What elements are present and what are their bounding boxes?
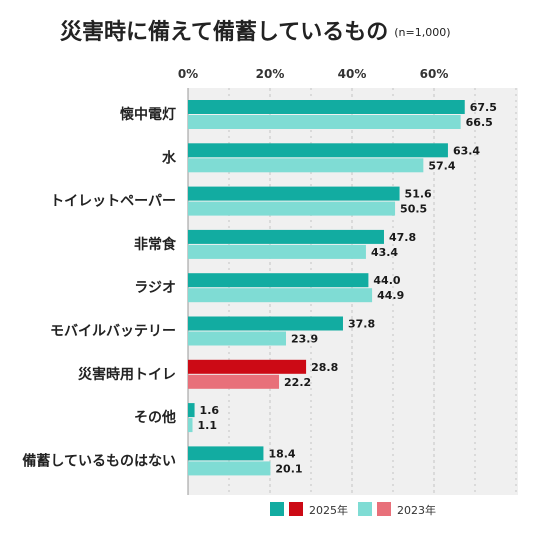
legend-swatch-2025-highlight [289,502,303,516]
value-label-2023: 50.5 [400,203,427,216]
bar-2025 [188,186,400,201]
value-label-2023: 23.9 [291,333,318,346]
value-label-2023: 43.4 [371,246,398,259]
value-label-2025: 67.5 [470,101,497,114]
value-label-2025: 1.6 [200,404,220,417]
x-tick-label: 40% [338,67,367,81]
value-label-2025: 47.8 [389,231,416,244]
value-label-2025: 51.6 [405,188,432,201]
bar-2023 [188,115,461,129]
bar-2025 [188,403,195,418]
legend-label-2025: 2025年 [309,503,348,517]
category-label: ラジオ [134,280,176,296]
category-label: 懐中電灯 [120,106,176,123]
bar-2025 [188,100,465,114]
category-label: 水 [162,149,177,166]
bar-2023 [188,331,286,346]
value-label-2023: 44.9 [377,289,404,302]
bar-2023 [188,201,396,216]
bar-2025 [188,446,264,461]
legend-label-2023: 2023年 [397,503,436,517]
bar-2023 [188,418,193,433]
bar-2025 [188,359,307,374]
bar-2025 [188,273,369,288]
value-label-2025: 63.4 [453,144,480,157]
legend-swatch-2023-highlight [377,502,391,516]
value-label-2023: 20.1 [275,462,302,475]
category-label: モバイルバッテリー [50,324,176,340]
bar-2023 [188,288,373,303]
bar-2023 [188,244,366,259]
category-label: 備蓄しているものはない [22,452,176,469]
value-label-2025: 18.4 [268,447,295,460]
legend-swatch-2023 [358,502,372,516]
chart-title-block: 災害時に備えて備蓄しているもの (n=1,000) [60,14,451,46]
bar-2023 [188,374,280,389]
bar-2023 [188,461,271,476]
category-label: 非常食 [134,236,177,253]
value-label-2023: 1.1 [198,419,218,432]
x-tick-label: 60% [420,67,449,81]
value-label-2025: 37.8 [348,318,375,331]
value-label-2023: 66.5 [466,116,493,129]
category-label: トイレットペーパー [50,194,176,210]
bar-2025 [188,229,384,244]
value-label-2025: 44.0 [373,274,400,287]
sample-size-note: (n=1,000) [394,26,451,39]
value-label-2025: 28.8 [311,361,338,374]
bar-2025 [188,143,448,158]
bar-2023 [188,158,424,173]
category-label: 災害時用トイレ [78,366,176,383]
x-tick-label: 0% [178,67,198,81]
category-label: その他 [134,409,176,426]
chart-title: 災害時に備えて備蓄しているもの [60,20,389,45]
x-tick-label: 20% [256,67,285,81]
legend-swatch-2025 [270,502,284,516]
value-label-2023: 57.4 [428,159,455,172]
value-label-2023: 22.2 [284,376,311,389]
bar-2025 [188,316,343,331]
